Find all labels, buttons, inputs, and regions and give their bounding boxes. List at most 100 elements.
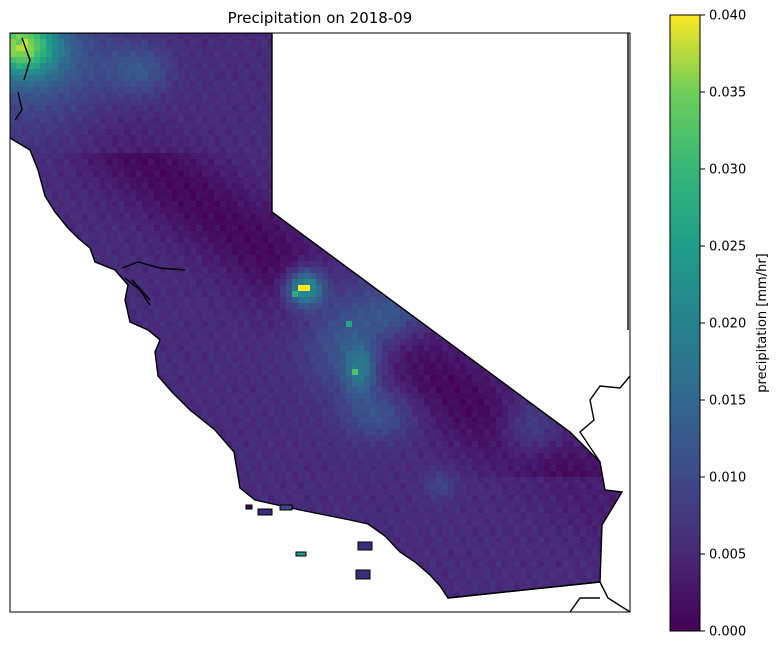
heatmap-cell <box>544 177 551 184</box>
heatmap-cell <box>478 309 485 316</box>
heatmap-cell <box>16 231 23 238</box>
heatmap-cell <box>250 285 257 292</box>
heatmap-cell <box>16 183 23 190</box>
heatmap-cell <box>52 69 59 76</box>
heatmap-cell <box>322 75 329 82</box>
heatmap-cell <box>52 267 59 274</box>
heatmap-cell <box>412 177 419 184</box>
heatmap-cell <box>364 75 371 82</box>
heatmap-cell <box>424 129 431 136</box>
heatmap-cell <box>544 51 551 58</box>
heatmap-cell <box>166 255 173 262</box>
heatmap-cell <box>472 165 479 172</box>
heatmap-cell <box>580 177 587 184</box>
heatmap-cell <box>448 141 455 148</box>
heatmap-cell <box>280 87 287 94</box>
heatmap-cell <box>106 189 113 196</box>
heatmap-cell <box>472 309 479 316</box>
heatmap-cell <box>598 279 605 286</box>
heatmap-cell <box>538 171 545 178</box>
heatmap-cell <box>490 201 497 208</box>
heatmap-cell <box>340 87 347 94</box>
heatmap-cell <box>34 147 41 154</box>
heatmap-cell <box>604 201 611 208</box>
heatmap-cell <box>64 33 71 40</box>
heatmap-cell <box>562 207 569 214</box>
heatmap-cell <box>568 117 575 124</box>
heatmap-cell <box>178 207 185 214</box>
heatmap-cell <box>328 45 335 52</box>
heatmap-cell <box>196 81 203 88</box>
heatmap-cell <box>280 291 287 298</box>
heatmap-cell <box>328 75 335 82</box>
heatmap-cell <box>292 117 299 124</box>
heatmap-cell <box>70 141 77 148</box>
heatmap-cell <box>454 177 461 184</box>
heatmap-cell <box>406 315 413 322</box>
heatmap-cell <box>406 105 413 112</box>
heatmap-cell <box>52 51 59 58</box>
heatmap-cell <box>52 45 59 52</box>
heatmap-cell <box>280 225 287 232</box>
heatmap-cell <box>448 309 455 316</box>
heatmap-cell <box>142 189 149 196</box>
heatmap-cell <box>190 33 197 40</box>
heatmap-cell <box>346 219 353 226</box>
heatmap-cell <box>190 315 197 322</box>
heatmap-cell <box>448 315 455 322</box>
heatmap-cell <box>454 309 461 316</box>
heatmap-cell <box>328 285 335 292</box>
heatmap-cell <box>382 63 389 70</box>
heatmap-cell <box>466 87 473 94</box>
heatmap-cell <box>100 249 107 256</box>
heatmap-cell <box>220 171 227 178</box>
heatmap-cell <box>574 201 581 208</box>
heatmap-cell <box>418 219 425 226</box>
heatmap-cell <box>286 171 293 178</box>
heatmap-cell <box>628 183 635 190</box>
heatmap-cell <box>214 297 221 304</box>
heatmap-cell <box>184 51 191 58</box>
heatmap-cell <box>496 219 503 226</box>
heatmap-cell <box>514 63 521 70</box>
heatmap-cell <box>358 171 365 178</box>
heatmap-cell <box>280 51 287 58</box>
heatmap-cell <box>124 255 131 262</box>
heatmap-cell <box>472 219 479 226</box>
heatmap-cell <box>460 165 467 172</box>
heatmap-cell <box>148 57 155 64</box>
heatmap-cell <box>406 81 413 88</box>
heatmap-cell <box>148 237 155 244</box>
heatmap-cell <box>508 219 515 226</box>
heatmap-cell <box>88 159 95 166</box>
heatmap-cell <box>124 87 131 94</box>
heatmap-cell <box>460 309 467 316</box>
heatmap-cell <box>490 285 497 292</box>
heatmap-cell <box>232 159 239 166</box>
heatmap-cell <box>190 123 197 130</box>
heatmap-cell <box>184 309 191 316</box>
heatmap-cell <box>130 99 137 106</box>
heatmap-cell <box>466 225 473 232</box>
heatmap-cell <box>148 135 155 142</box>
heatmap-cell <box>400 51 407 58</box>
heatmap-cell <box>118 207 125 214</box>
heatmap-cell <box>544 279 551 286</box>
heatmap-cell <box>520 105 527 112</box>
heatmap-cell <box>370 261 377 268</box>
heatmap-cell <box>406 237 413 244</box>
heatmap-cell <box>160 237 167 244</box>
heatmap-cell <box>382 297 389 304</box>
heatmap-cell <box>154 291 161 298</box>
heatmap-cell <box>346 285 353 292</box>
heatmap-cell <box>604 285 611 292</box>
heatmap-cell <box>412 105 419 112</box>
heatmap-cell <box>496 309 503 316</box>
heatmap-cell <box>52 147 59 154</box>
heatmap-cell <box>550 231 557 238</box>
heatmap-cell <box>466 171 473 178</box>
heatmap-cell <box>76 141 83 148</box>
heatmap-cell <box>58 33 65 40</box>
heatmap-cell <box>466 33 473 40</box>
heatmap-cell <box>352 75 359 82</box>
